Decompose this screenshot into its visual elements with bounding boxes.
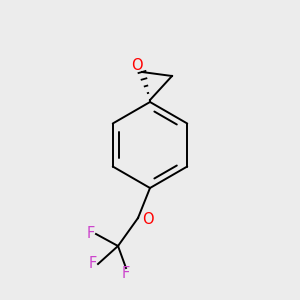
Text: F: F <box>122 266 130 280</box>
Text: O: O <box>142 212 154 226</box>
Text: F: F <box>89 256 97 272</box>
Text: F: F <box>87 226 95 242</box>
Text: O: O <box>131 58 143 74</box>
